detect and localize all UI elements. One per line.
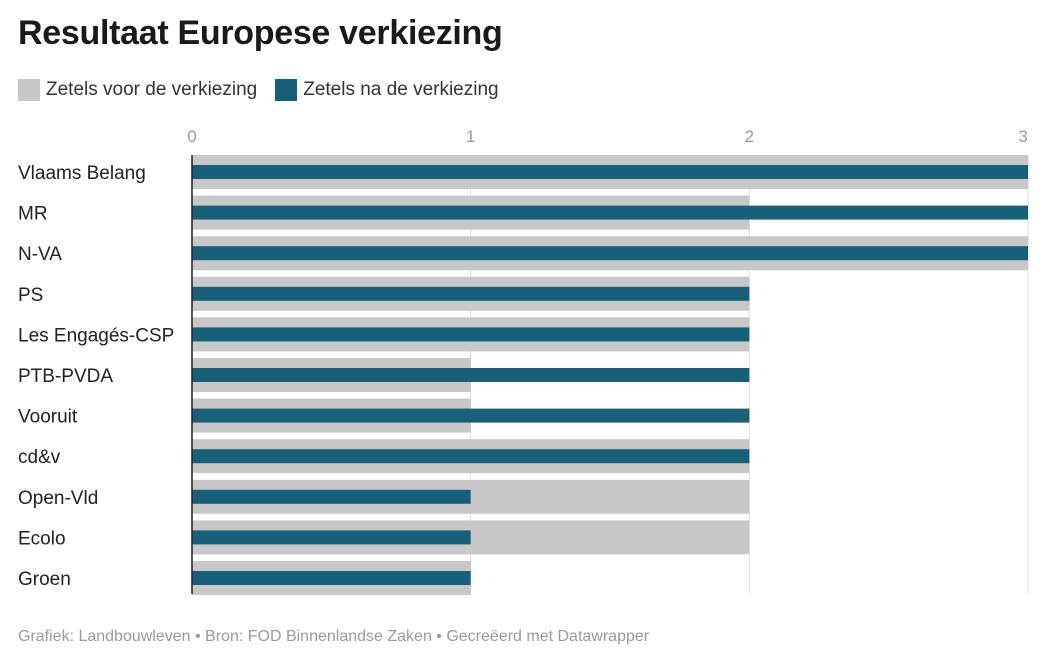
- category-label: Open-Vld: [18, 488, 98, 509]
- category-label: PS: [18, 285, 43, 306]
- category-label: Ecolo: [18, 528, 66, 549]
- category-label: cd&v: [18, 447, 61, 468]
- legend-swatch-before: [18, 79, 40, 101]
- bar-after: [192, 205, 1028, 220]
- category-label: MR: [18, 204, 48, 225]
- bar-after: [192, 489, 471, 504]
- chart-legend: Zetels voor de verkiezing Zetels na de v…: [18, 77, 517, 103]
- bar-after: [192, 327, 750, 342]
- bar-after: [192, 286, 750, 301]
- x-tick-label: 0: [187, 127, 196, 146]
- bar-after: [192, 368, 750, 382]
- bar-after: [192, 165, 1028, 179]
- bar-after: [192, 408, 750, 423]
- legend-item-after: Zetels na de verkiezing: [275, 79, 499, 101]
- legend-swatch-after: [275, 79, 298, 101]
- x-tick-label: 2: [745, 127, 754, 146]
- legend-label-before: Zetels voor de verkiezing: [46, 79, 258, 100]
- category-label: PTB-PVDA: [18, 366, 113, 387]
- bar-after: [192, 530, 471, 545]
- bar-after: [192, 571, 471, 585]
- chart-footer: Grafiek: Landbouwleven • Bron: FOD Binne…: [18, 628, 650, 645]
- category-label: Groen: [18, 569, 71, 590]
- category-label: Vlaams Belang: [18, 163, 146, 184]
- category-label: Les Engagés-CSP: [18, 325, 174, 346]
- x-tick-label: 1: [466, 127, 475, 146]
- category-label: Vooruit: [18, 407, 78, 428]
- category-label: N-VA: [18, 244, 62, 265]
- bar-after: [192, 449, 750, 464]
- legend-item-before: Zetels voor de verkiezing: [18, 79, 257, 101]
- legend-label-after: Zetels na de verkiezing: [303, 79, 499, 100]
- chart-title: Resultaat Europese verkiezing: [18, 14, 503, 52]
- bar-after: [192, 246, 1028, 261]
- bar-chart: 0 1 2 3 Vlaams Belang MR N-VA PS Les Engagés-CSP…: [18, 127, 1029, 595]
- x-tick-label: 3: [1019, 127, 1028, 146]
